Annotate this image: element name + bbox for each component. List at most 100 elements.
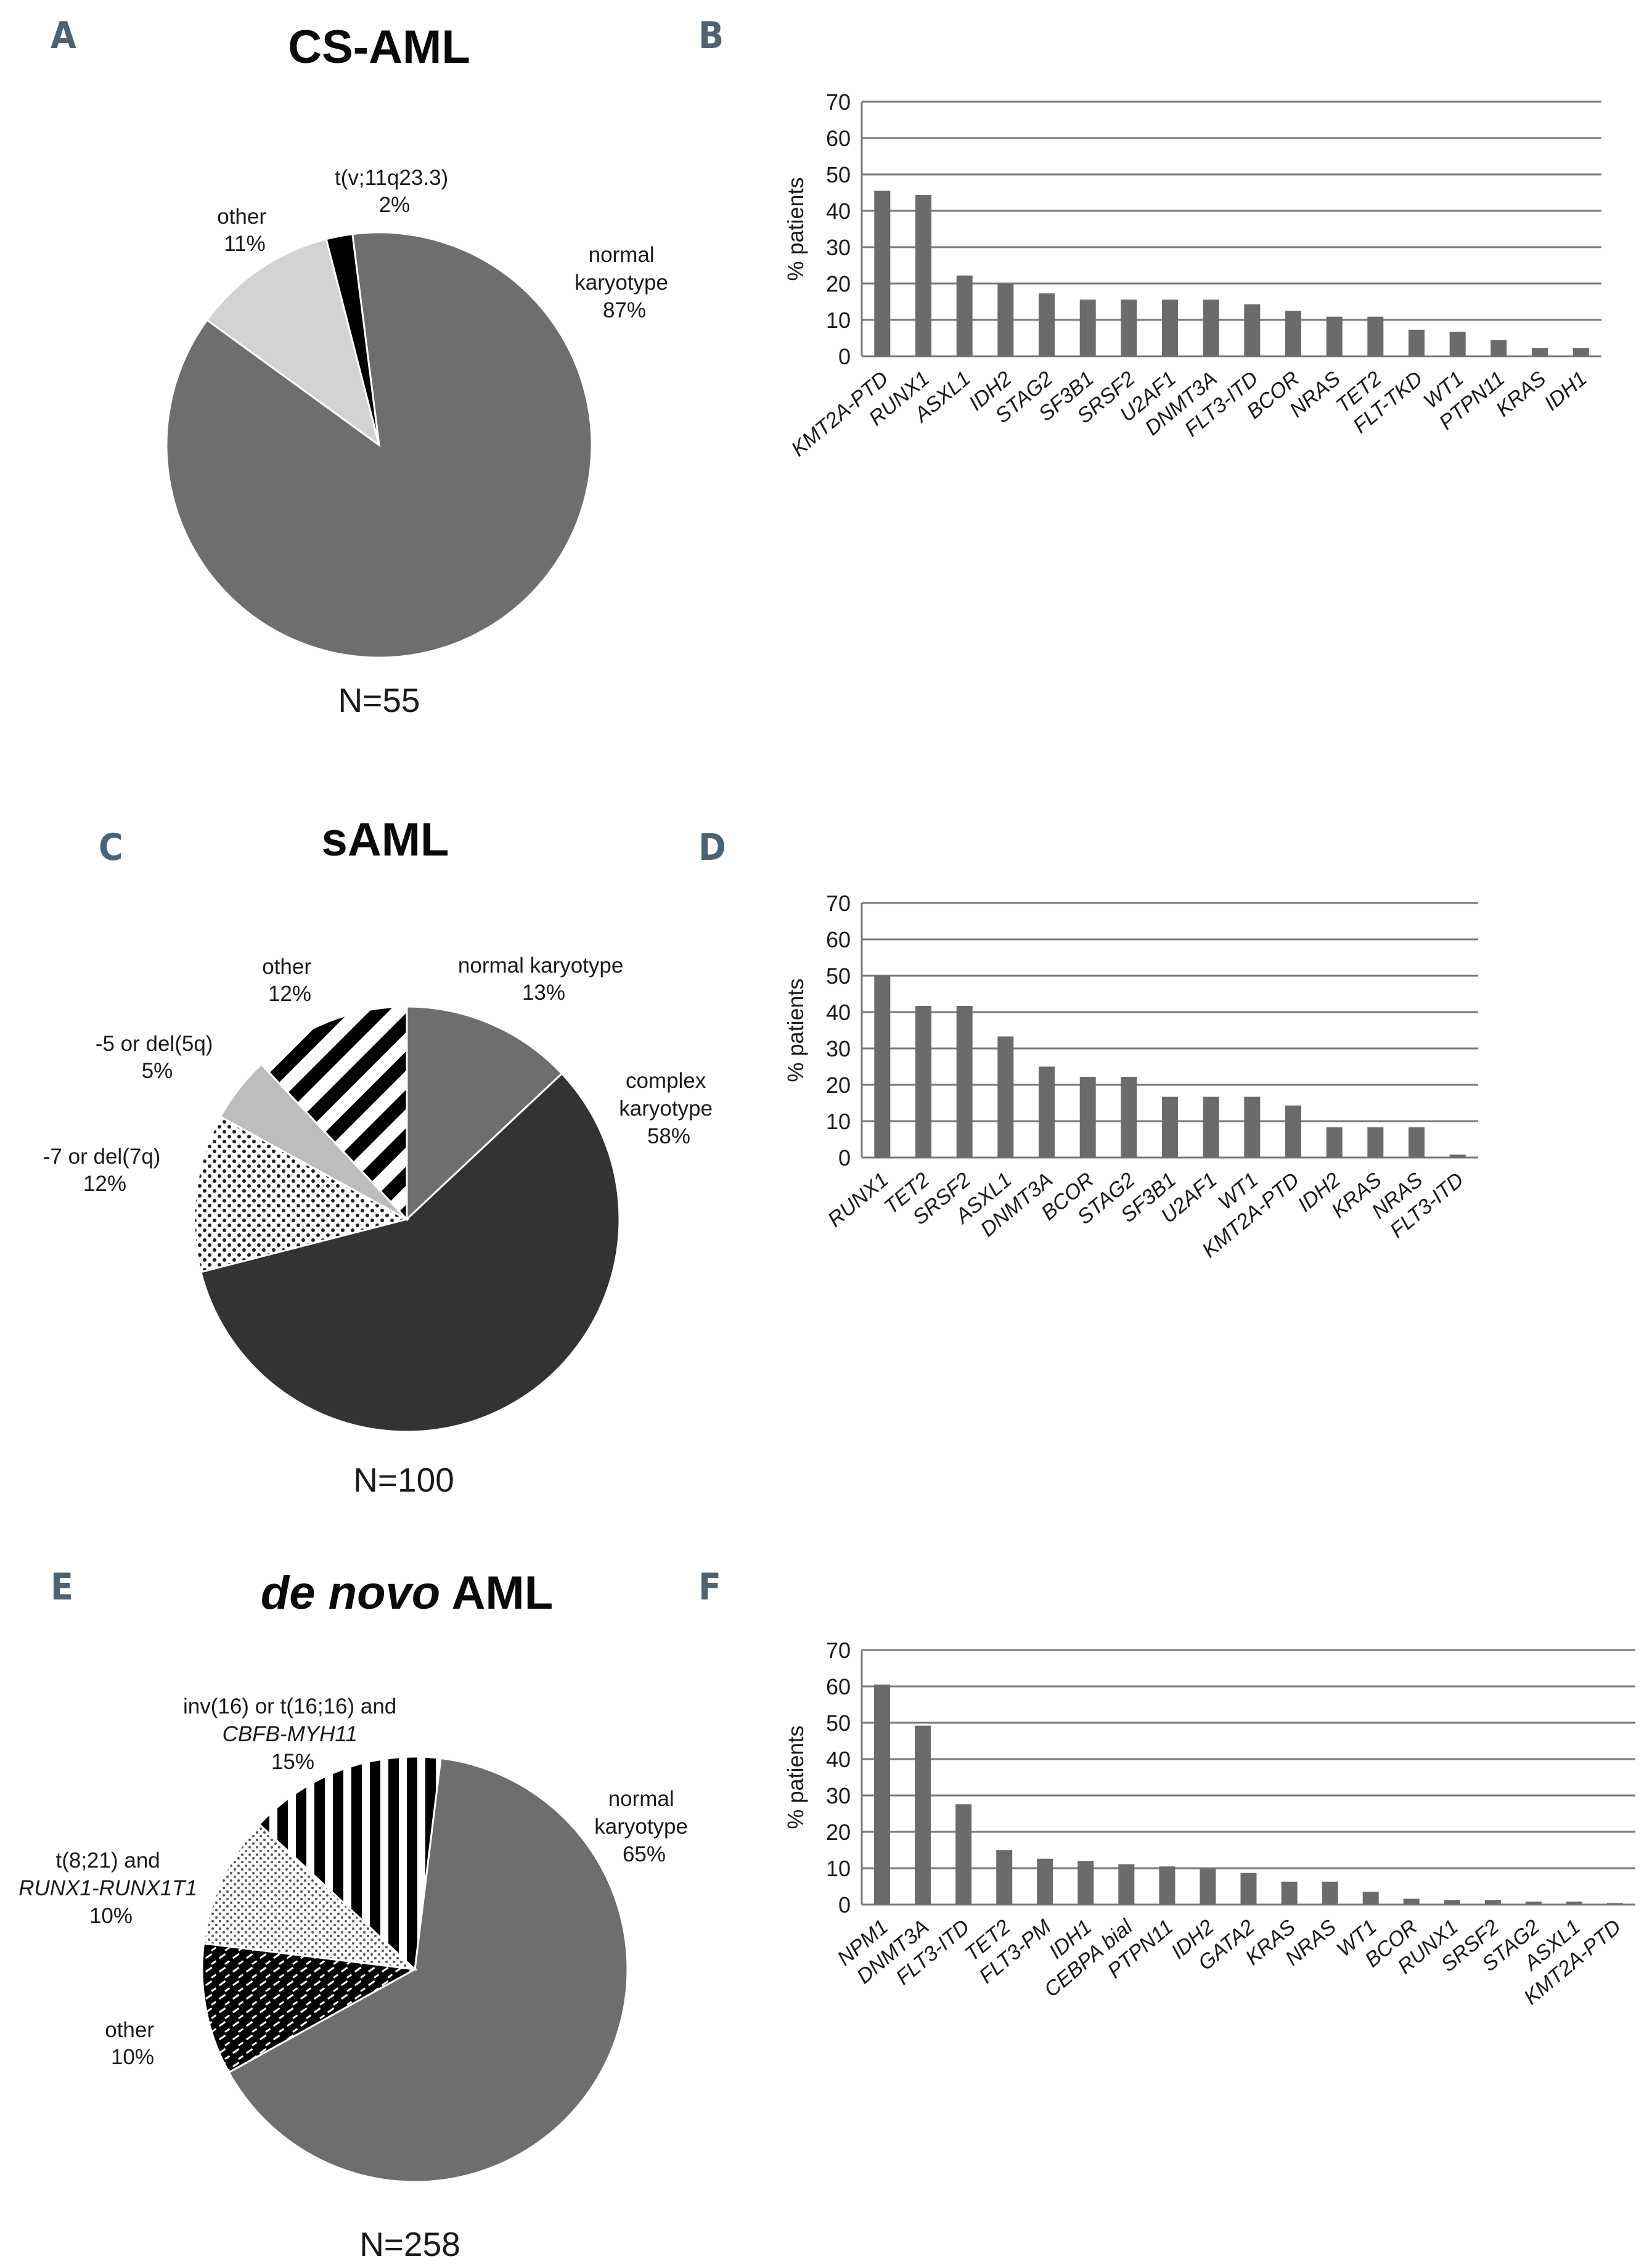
bar-d-bar-bcor xyxy=(1079,1077,1096,1158)
bar-b-bar-nras xyxy=(1326,316,1343,356)
bar-d-ytick-10: 10 xyxy=(826,1109,851,1134)
bar-d-bar-dnmt3a xyxy=(1039,1066,1055,1158)
panel-letter-a: A xyxy=(51,14,76,57)
bar-f-ytick-50: 50 xyxy=(826,1710,851,1736)
bar-f-bar-bcor xyxy=(1403,1898,1420,1905)
pie-a-n: N=55 xyxy=(338,681,420,719)
pie-c-label-other: other 12% xyxy=(262,955,317,1006)
bar-b-ytick-20: 20 xyxy=(826,271,851,296)
bar-b-bar-sf3b1 xyxy=(1079,300,1096,356)
bar-b-bar-u2af1 xyxy=(1162,300,1178,356)
bar-b-bar-wt1 xyxy=(1449,332,1466,356)
bar-b-ytick-40: 40 xyxy=(826,198,851,224)
bar-b-ytick-30: 30 xyxy=(826,235,851,260)
pie-e-label-other: other 10% xyxy=(105,2018,160,2069)
bar-f-bar-stag2 xyxy=(1525,1901,1542,1905)
bar-b-xtick-idh1: IDH1 xyxy=(1540,367,1592,415)
pie-e-slice-t821 xyxy=(202,1823,418,1971)
bar-b-bar-dnmt3a xyxy=(1203,300,1219,356)
bar-b-ytick-70: 70 xyxy=(826,89,851,115)
bar-f-ytick-30: 30 xyxy=(826,1783,851,1808)
bar-d-bar-kras xyxy=(1367,1127,1384,1158)
bar-b-ytick-60: 60 xyxy=(826,126,851,151)
bar-d-ytick-30: 30 xyxy=(826,1036,851,1061)
bar-f-ylabel: % patients xyxy=(783,1725,808,1829)
pie-c-slice-del7 xyxy=(193,1115,410,1273)
bar-b-bar-bcor xyxy=(1285,311,1301,357)
pie-c-label-complex: complex karyotype 58% xyxy=(619,1069,718,1148)
bar-f-bar-flt3-pm xyxy=(1037,1858,1053,1905)
bar-d-bar-flt3-itd xyxy=(1449,1154,1466,1158)
bar-b-ytick-0: 0 xyxy=(838,344,851,369)
panel-letter-d: D xyxy=(698,826,726,869)
pie-c-label-normal: normal karyotype 13% xyxy=(458,954,629,1005)
bar-f-ytick-0: 0 xyxy=(838,1892,851,1918)
pie-c xyxy=(193,1005,621,1433)
pie-a-label-normal: normal karyotype 87% xyxy=(575,243,674,322)
bar-b-bar-kmt2a-ptd xyxy=(874,190,891,356)
bar-d-ytick-0: 0 xyxy=(838,1145,851,1170)
bar-f-bar-asxl1 xyxy=(1566,1901,1582,1905)
bar-b-bar-ptpn11 xyxy=(1490,340,1507,356)
bar-d-bar-stag2 xyxy=(1121,1077,1137,1158)
bar-d-bar-wt1 xyxy=(1244,1097,1261,1158)
bar-f-bar-wt1 xyxy=(1362,1892,1379,1905)
bar-b-bar-flt3-itd xyxy=(1244,304,1261,356)
panel-letter-e: E xyxy=(51,1566,73,1609)
pie-a-slice-t-v-11q23 xyxy=(325,233,380,446)
pie-c-label-del7: -7 or del(7q) 12% xyxy=(43,1145,166,1196)
pie-a-label-t-v-11q23: t(v;11q23.3) 2% xyxy=(335,166,454,217)
pie-e-label-normal: normal karyotype 65% xyxy=(594,1787,693,1866)
bar-d-bar-kmt2a-ptd xyxy=(1285,1105,1301,1158)
bar-d-ytick-60: 60 xyxy=(826,927,851,952)
pie-e-n: N=258 xyxy=(359,2225,460,2263)
bar-d-ytick-70: 70 xyxy=(826,891,851,916)
bar-d-ylabel: % patients xyxy=(783,978,808,1082)
bar-b-ytick-10: 10 xyxy=(826,308,851,333)
bar-f-bar-dnmt3a xyxy=(915,1725,931,1905)
bar-d-bar-u2af1 xyxy=(1203,1097,1219,1158)
pie-c-slice-other xyxy=(260,1005,408,1222)
panel-letter-b: B xyxy=(698,14,724,57)
bar-f-ytick-20: 20 xyxy=(826,1820,851,1845)
pie-e-slice-inv16 xyxy=(258,1755,442,1972)
bar-d-bar-asxl1 xyxy=(997,1036,1014,1158)
pie-a-label-other: other 11% xyxy=(217,205,272,256)
bar-f-ytick-70: 70 xyxy=(826,1638,851,1663)
bar-f-bar-kras xyxy=(1281,1881,1298,1905)
bar-b-bar-asxl1 xyxy=(956,276,973,356)
bar-f-bar-flt3-itd xyxy=(955,1804,972,1905)
bar-f-bar-kmt2a-ptd xyxy=(1607,1903,1623,1905)
bar-f-bar-ptpn11 xyxy=(1159,1866,1176,1905)
pie-a-slice-other xyxy=(205,238,381,447)
bar-d-bar-sf3b1 xyxy=(1162,1097,1178,1158)
bar-f-ytick-10: 10 xyxy=(826,1856,851,1881)
pie-c-slice-complex-karyotype xyxy=(200,1072,621,1433)
bar-f-bar-gata2 xyxy=(1240,1873,1257,1905)
bar-d-bar-idh2 xyxy=(1326,1127,1343,1158)
pie-e xyxy=(201,1755,629,2183)
bar-f-ytick-40: 40 xyxy=(826,1747,851,1772)
pie-e-label-inv16: inv(16) or t(16;16) and CBFB-MYH11 15% xyxy=(183,1694,403,1774)
bar-f-bar-tet2 xyxy=(996,1850,1013,1905)
pie-c-slice-normal-karyotype xyxy=(406,1005,563,1222)
pie-a-title: CS-AML xyxy=(288,21,470,73)
panel-letter-f: F xyxy=(698,1566,721,1609)
bar-d-ytick-40: 40 xyxy=(826,1000,851,1025)
bar-b-ylabel: % patients xyxy=(783,177,808,280)
pie-c-n: N=100 xyxy=(353,1461,454,1499)
bar-b-bar-idh2 xyxy=(997,284,1014,356)
bar-b-bar-runx1 xyxy=(915,195,931,356)
pie-e-label-t821: t(8;21) and RUNX1-RUNX1T1 10% xyxy=(18,1848,203,1928)
pie-c-label-del5: -5 or del(5q) 5% xyxy=(96,1032,219,1083)
bar-f-bar-runx1 xyxy=(1444,1900,1460,1905)
bar-f-bar-idh2 xyxy=(1200,1868,1216,1905)
panel-letter-c: C xyxy=(99,826,123,869)
bar-d-bar-runx1 xyxy=(874,976,891,1158)
bar-d-bar-tet2 xyxy=(915,1006,931,1158)
bar-b-bar-kras xyxy=(1532,348,1548,356)
